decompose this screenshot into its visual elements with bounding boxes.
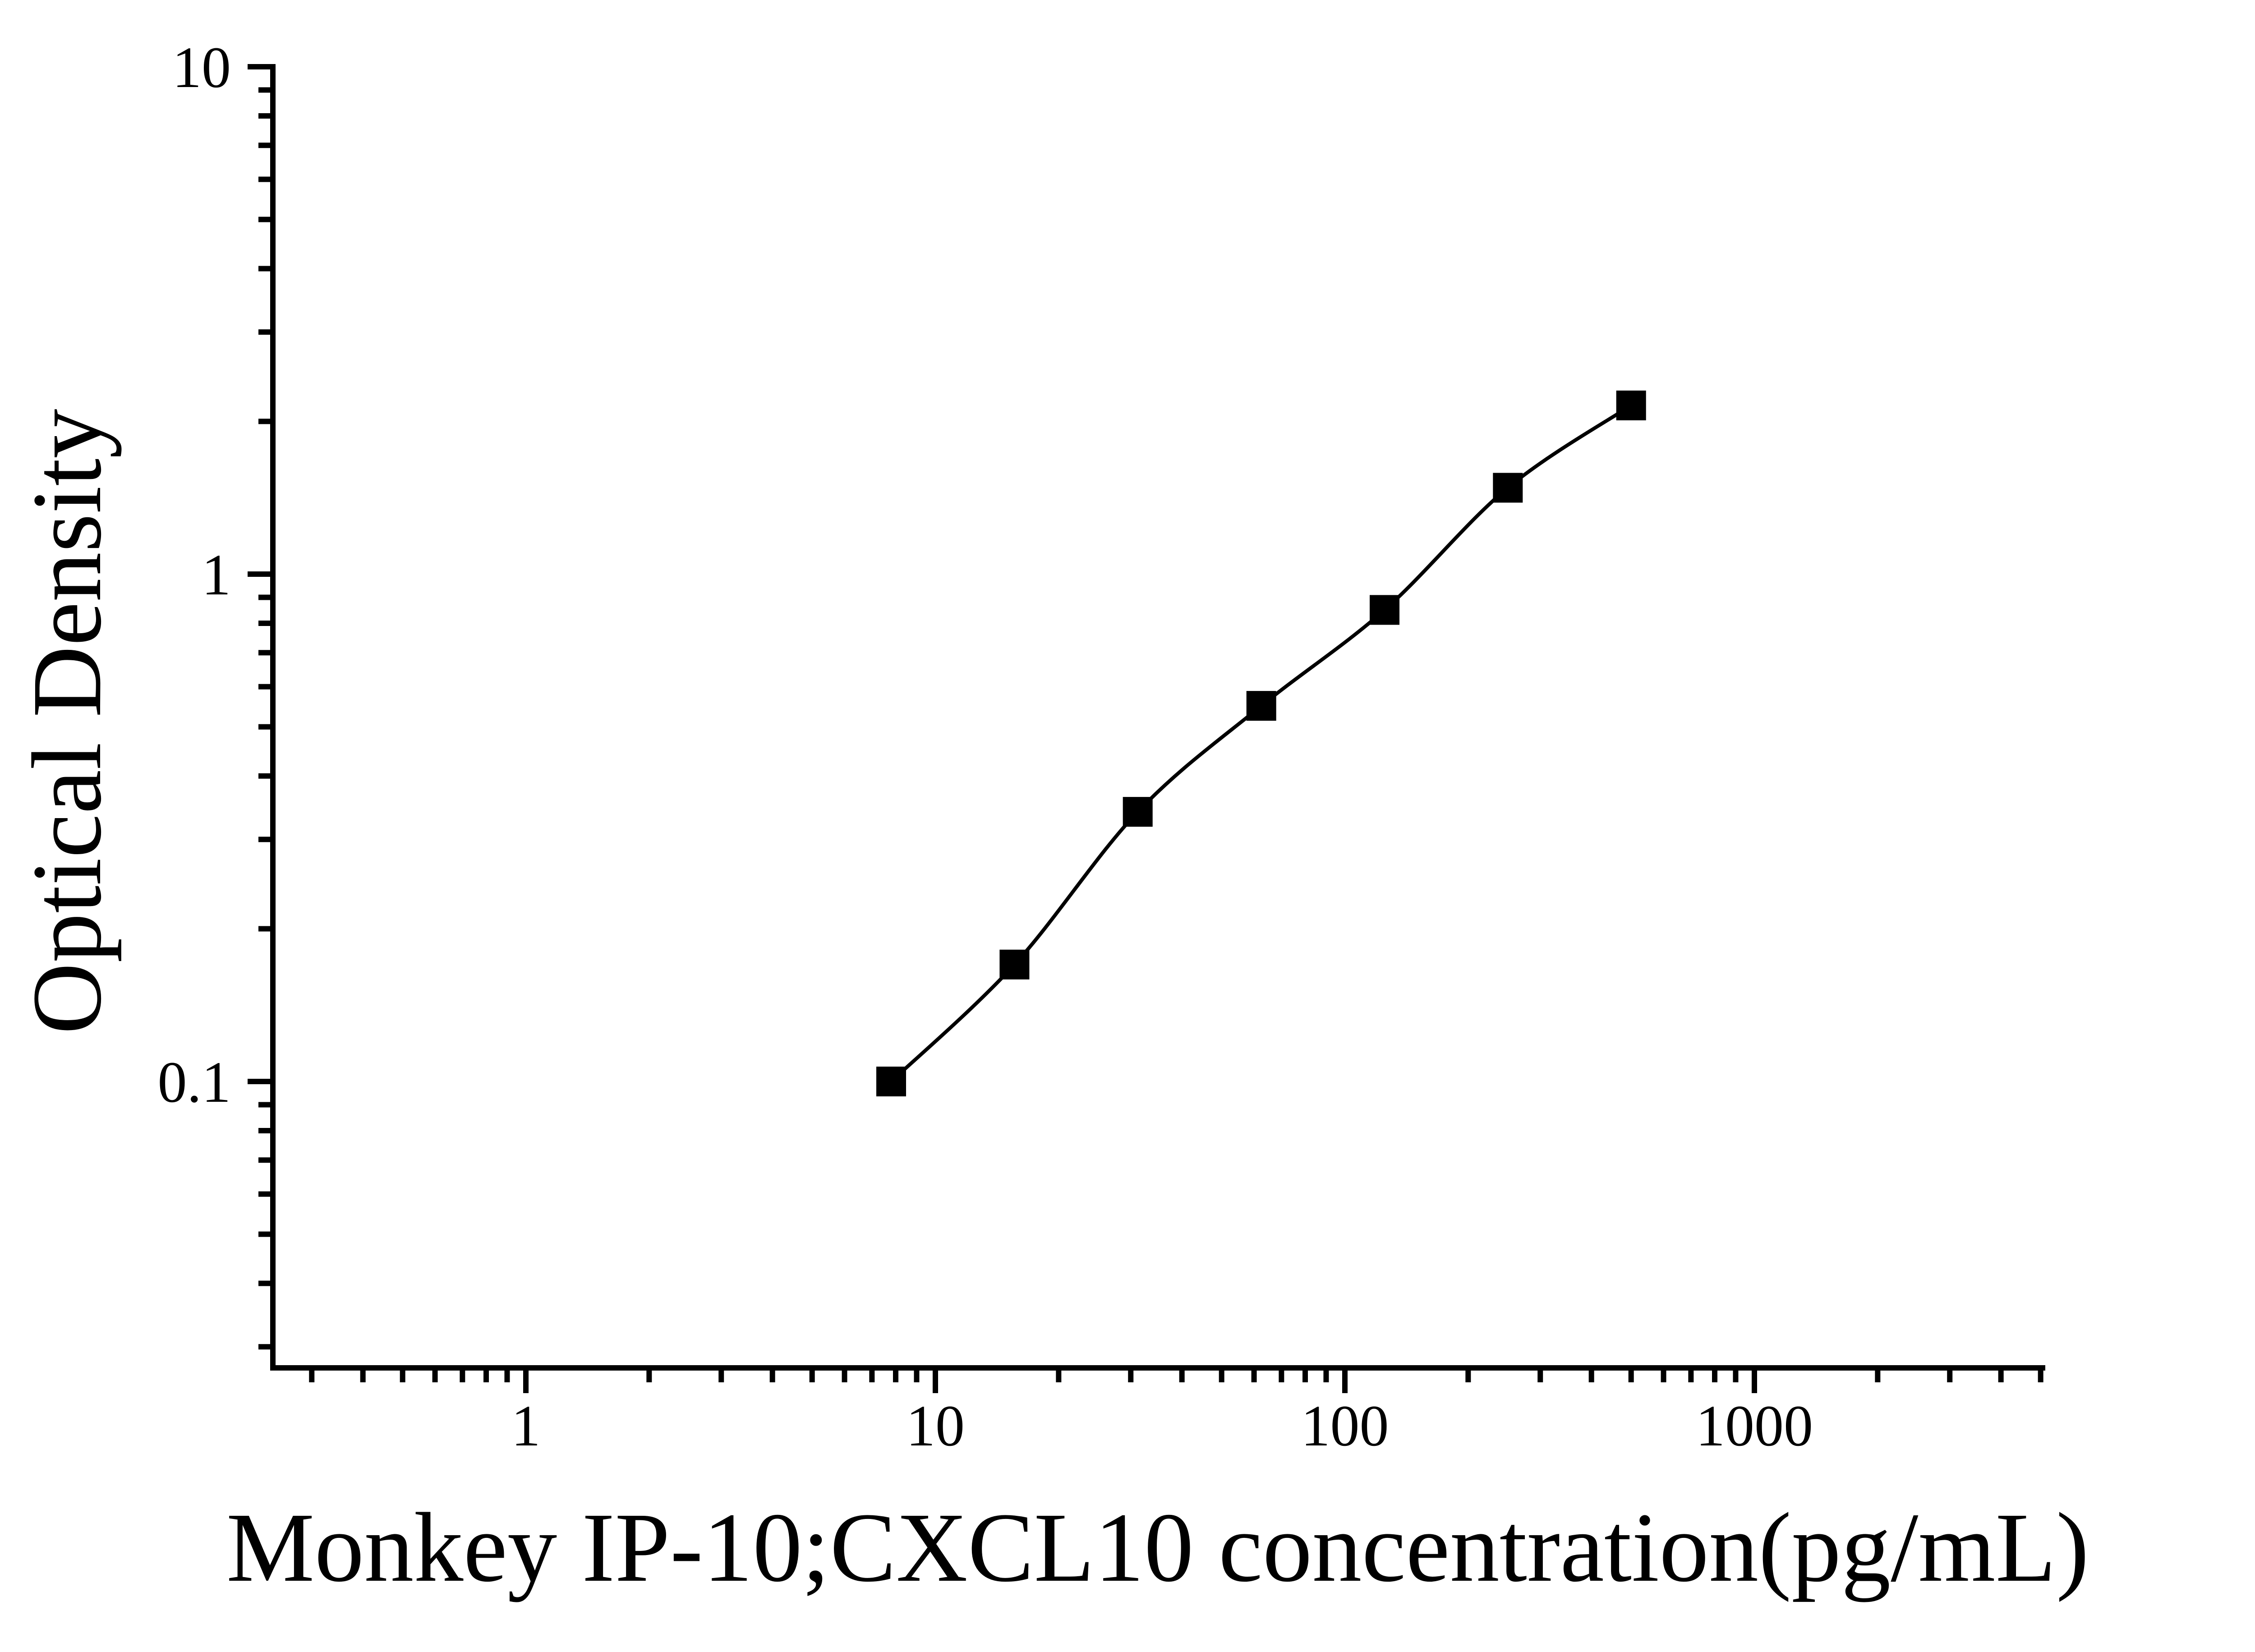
- x-axis: 1 10 100 1000: [270, 1365, 2045, 1459]
- x-tick-label: 1: [511, 1394, 541, 1459]
- series-standard-curve: [876, 391, 1646, 1096]
- data-point-square-marker: [999, 949, 1030, 980]
- y-tick-label: 10: [172, 35, 231, 100]
- x-tick-label: 100: [1301, 1394, 1389, 1459]
- data-point-square-marker: [1123, 797, 1153, 827]
- y-axis: 10 1 0.1: [158, 35, 276, 1371]
- fit-curve: [890, 404, 1632, 1083]
- data-point-square-marker: [1246, 691, 1276, 721]
- y-tick-label: 1: [202, 543, 231, 607]
- data-point-square-marker: [876, 1067, 906, 1096]
- y-axis-title: Optical Density: [12, 409, 122, 1035]
- data-point-square-marker: [1493, 473, 1523, 503]
- data-point-square-marker: [1370, 595, 1399, 625]
- data-point-square-marker: [1616, 391, 1646, 420]
- x-axis-title: Monkey IP-10;CXCL10 concentration(pg/mL): [226, 1492, 2089, 1602]
- x-tick-label: 1000: [1696, 1394, 1813, 1459]
- x-tick-label: 10: [906, 1394, 965, 1459]
- y-tick-label: 0.1: [158, 1050, 231, 1115]
